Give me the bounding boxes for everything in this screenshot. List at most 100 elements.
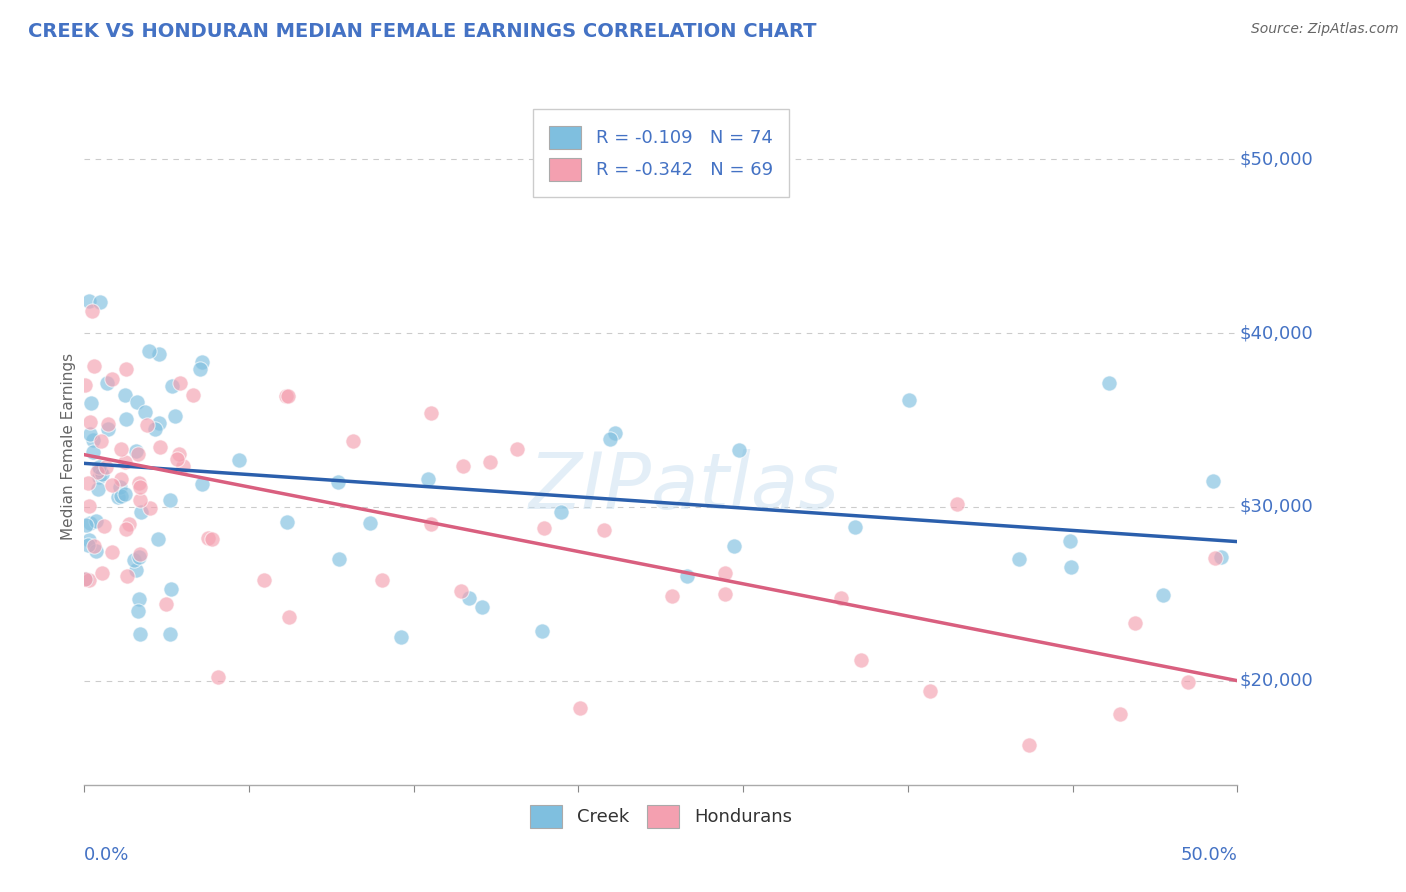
Point xyxy=(276,515,298,529)
Point xyxy=(114,455,136,469)
Point xyxy=(1108,707,1130,722)
Point xyxy=(420,517,443,532)
Point xyxy=(458,591,481,606)
Point xyxy=(277,610,299,624)
Text: $50,000: $50,000 xyxy=(1240,150,1313,169)
Point xyxy=(200,532,222,546)
Point xyxy=(1209,549,1232,564)
Point xyxy=(86,482,108,496)
Point xyxy=(128,550,150,565)
Point xyxy=(93,518,115,533)
Text: $20,000: $20,000 xyxy=(1240,672,1313,690)
Point xyxy=(1123,616,1146,631)
Point xyxy=(603,425,626,440)
Point xyxy=(228,453,250,467)
Point xyxy=(125,444,148,458)
Text: Source: ZipAtlas.com: Source: ZipAtlas.com xyxy=(1251,22,1399,37)
Point xyxy=(155,597,177,611)
Point xyxy=(531,624,554,638)
Point xyxy=(110,442,132,456)
Point xyxy=(89,463,111,477)
Point xyxy=(97,417,120,431)
Point xyxy=(506,442,529,456)
Point xyxy=(197,531,219,545)
Point xyxy=(79,415,101,429)
Point xyxy=(148,416,170,430)
Point xyxy=(80,304,103,318)
Y-axis label: Median Female Earnings: Median Female Earnings xyxy=(60,352,76,540)
Point xyxy=(83,539,105,553)
Point xyxy=(129,505,152,519)
Point xyxy=(97,422,120,436)
Text: CREEK VS HONDURAN MEDIAN FEMALE EARNINGS CORRELATION CHART: CREEK VS HONDURAN MEDIAN FEMALE EARNINGS… xyxy=(28,22,817,41)
Point xyxy=(1177,675,1199,690)
Point xyxy=(165,409,187,424)
Point xyxy=(471,600,494,615)
Point xyxy=(79,427,101,442)
Point xyxy=(1018,739,1040,753)
Point xyxy=(148,347,170,361)
Point xyxy=(110,489,132,503)
Point xyxy=(139,500,162,515)
Point xyxy=(568,700,591,714)
Point xyxy=(108,480,131,494)
Point xyxy=(107,490,129,504)
Point xyxy=(73,378,96,392)
Point xyxy=(1204,551,1226,566)
Point xyxy=(82,433,104,447)
Point xyxy=(599,433,621,447)
Point xyxy=(145,422,167,436)
Point xyxy=(77,573,100,587)
Point xyxy=(82,444,104,458)
Point xyxy=(76,537,98,551)
Point xyxy=(122,553,145,567)
Point xyxy=(110,472,132,486)
Point xyxy=(342,434,364,449)
Point xyxy=(146,533,169,547)
Point xyxy=(550,505,572,519)
Point xyxy=(134,405,156,419)
Point xyxy=(830,591,852,606)
Point xyxy=(115,362,138,376)
Point xyxy=(191,355,214,369)
Point xyxy=(84,544,107,558)
Point xyxy=(115,522,138,536)
Point xyxy=(94,459,117,474)
Point xyxy=(946,497,969,511)
Point xyxy=(166,452,188,467)
Point xyxy=(162,379,184,393)
Point xyxy=(79,499,101,513)
Point xyxy=(73,573,96,587)
Point xyxy=(326,475,349,489)
Point xyxy=(128,627,150,641)
Point xyxy=(207,670,229,684)
Point xyxy=(127,604,149,618)
Point xyxy=(661,589,683,603)
Point xyxy=(90,467,112,481)
Point xyxy=(86,465,108,479)
Point xyxy=(169,376,191,391)
Point xyxy=(1202,474,1225,488)
Point xyxy=(84,515,107,529)
Point xyxy=(101,478,124,492)
Point xyxy=(277,389,299,403)
Text: 50.0%: 50.0% xyxy=(1181,846,1237,863)
Point xyxy=(79,516,101,530)
Point xyxy=(844,520,866,534)
Point xyxy=(114,412,136,426)
Point xyxy=(114,388,136,402)
Point xyxy=(160,582,183,597)
Point xyxy=(129,480,152,494)
Point xyxy=(1152,588,1174,602)
Point xyxy=(416,472,439,486)
Point xyxy=(89,295,111,310)
Point xyxy=(714,566,737,580)
Point xyxy=(253,573,276,587)
Point xyxy=(76,476,98,491)
Point xyxy=(167,446,190,460)
Point xyxy=(96,376,118,391)
Point xyxy=(676,569,699,583)
Point xyxy=(450,583,472,598)
Point xyxy=(117,516,139,531)
Point xyxy=(87,470,110,484)
